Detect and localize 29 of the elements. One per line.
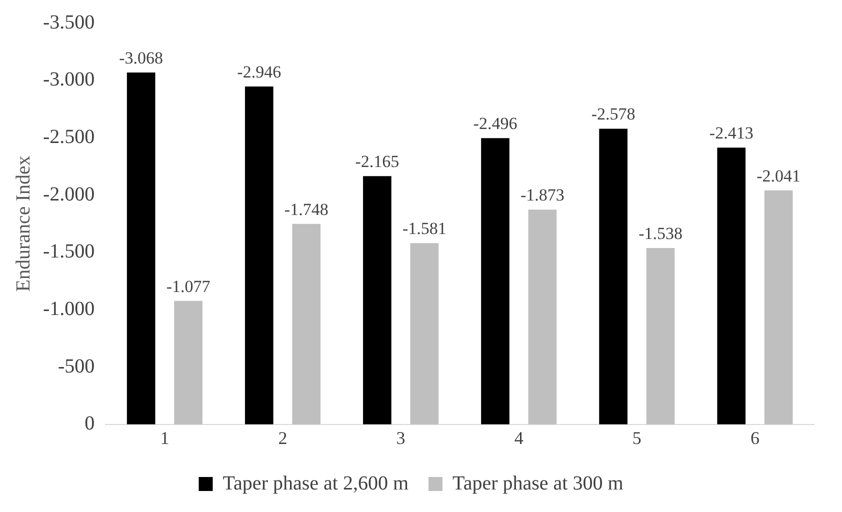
x-tick-label: 3 (396, 428, 406, 448)
data-label: -1.538 (638, 224, 682, 243)
y-tick-label: -2.000 (42, 183, 95, 206)
y-tick-label: -3.000 (42, 68, 95, 91)
data-label: -2.041 (756, 166, 801, 186)
x-tick-label: 4 (514, 428, 524, 448)
data-label: -1.748 (284, 200, 328, 219)
data-label: -3.068 (119, 48, 164, 68)
y-tick-label: -2.500 (42, 126, 95, 148)
data-label: -2.165 (355, 152, 400, 172)
y-tick-label: -500 (58, 355, 95, 378)
data-label: -1.873 (520, 186, 564, 205)
data-label: -1.581 (402, 219, 446, 238)
x-tick-label: 5 (632, 428, 642, 448)
data-label: -2.496 (473, 114, 518, 134)
legend-label: Taper phase at 2,600 m (222, 472, 409, 494)
x-tick-label: 2 (278, 428, 288, 448)
x-tick-label: 6 (750, 428, 760, 448)
y-axis-title: Endurance Index (12, 156, 34, 292)
data-label: -2.578 (591, 104, 636, 124)
x-tick-label: 1 (160, 428, 170, 448)
y-tick-label: -3.500 (42, 11, 95, 34)
y-tick-label: -1.000 (42, 298, 95, 320)
data-label: -2.413 (709, 124, 754, 143)
legend-label: Taper phase at 300 m (452, 472, 624, 494)
data-label: -1.077 (166, 276, 211, 296)
y-tick-label: -1.500 (42, 240, 95, 263)
data-label: -2.946 (237, 62, 282, 82)
y-tick-label: 0 (84, 412, 95, 435)
